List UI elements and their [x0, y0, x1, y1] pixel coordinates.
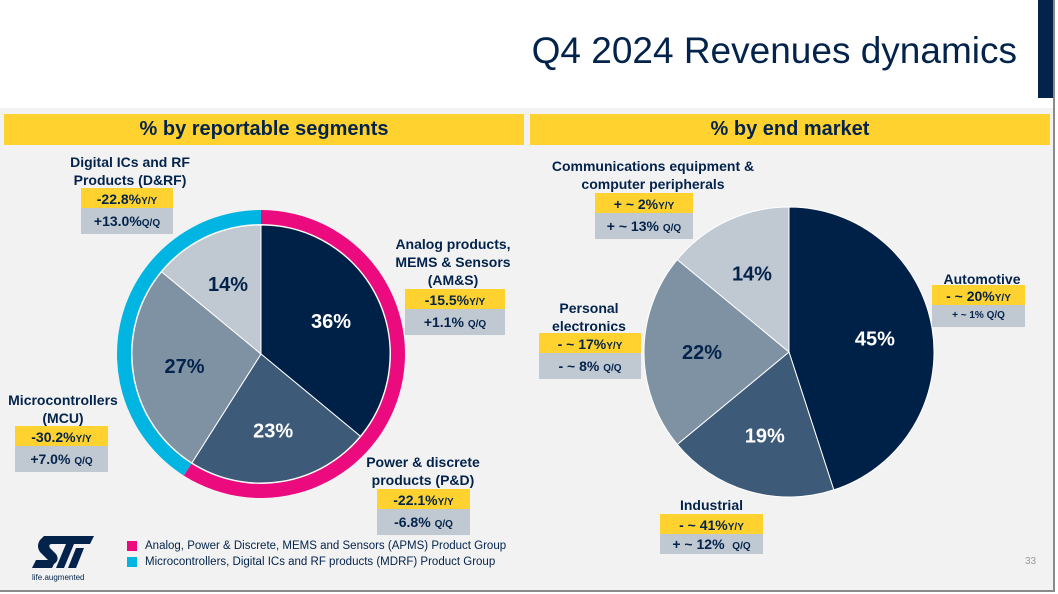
pie-slice-3	[676, 206, 790, 354]
slice-value-label: 45%	[855, 328, 895, 350]
page-number: 33	[1025, 556, 1037, 567]
qq-value: +7.0%	[30, 451, 71, 467]
pie-slice-0	[788, 206, 935, 491]
qq-value: + ~ 13%	[606, 218, 659, 234]
yy-value: - ~ 17%	[557, 336, 607, 352]
callout-mcu: -30.2%Y/Y +7.0% Q/Q	[15, 426, 108, 472]
yy-value: -15.5%	[424, 292, 470, 308]
callout-label-drf: Digital ICs and RF Products (D&RF)	[70, 154, 190, 188]
section-header-segments: % by reportable segments	[4, 114, 524, 145]
legend: Analog, Power & Discrete, MEMS and Senso…	[127, 538, 506, 570]
qq-value: -6.8%	[394, 514, 431, 530]
slide-header	[0, 0, 1053, 108]
slice-value-label: 27%	[165, 356, 205, 378]
qq-value: +13.0%	[93, 213, 142, 229]
yy-value: -22.8%	[96, 191, 142, 207]
yy-value: -30.2%	[31, 429, 76, 445]
slice-value-label: 22%	[682, 342, 722, 364]
pie-slice-1	[191, 353, 362, 484]
yy-value: - ~ 41%	[679, 517, 728, 533]
slice-value-label: 23%	[253, 420, 293, 442]
legend-item-apms: Analog, Power & Discrete, MEMS and Senso…	[127, 538, 506, 554]
callout-label-comms: Communications equipment & computer perip…	[551, 158, 755, 192]
callout-label-automotive: Automotive	[943, 271, 1021, 287]
accent-bar	[1038, 0, 1053, 98]
qq-value: + ~ 12%	[672, 536, 725, 552]
callout-label-personal-electronics: Personal electronics	[552, 300, 626, 334]
pie-slice-3	[160, 224, 262, 356]
qq-value: - ~ 8%	[558, 358, 600, 374]
slice-value-label: 36%	[311, 311, 351, 333]
qq-value: +1.1%	[423, 314, 464, 330]
callout-personal-electronics: - ~ 17%Y/Y - ~ 8% Q/Q	[539, 333, 641, 379]
callout-pd: -22.1%Y/Y -6.8% Q/Q	[377, 489, 470, 535]
slice-value-label: 14%	[732, 263, 772, 285]
page-title: Q4 2024 Revenues dynamics	[531, 30, 1017, 71]
yy-value: + ~ 2%	[613, 196, 659, 212]
slice-value-label: 14%	[208, 274, 248, 296]
callout-ams: -15.5%Y/Y +1.1% Q/Q	[405, 289, 505, 335]
pie-slice-2	[131, 271, 262, 464]
pie-slice-2	[643, 258, 790, 446]
callout-industrial: - ~ 41%Y/Y + ~ 12% Q/Q	[660, 514, 763, 554]
legend-swatch-cyan	[127, 557, 137, 567]
callout-label-industrial: Industrial	[679, 497, 743, 513]
outer-ring-segment-1	[117, 210, 261, 476]
callout-label-pd: Power & discrete products (P&D)	[366, 454, 480, 488]
callout-label-ams: Analog products, MEMS & Sensors (AM&S)	[395, 236, 511, 288]
callout-label-mcu: Microcontrollers (MCU)	[8, 392, 118, 426]
yy-value: - ~ 20%	[946, 288, 995, 304]
end-market-pie: 45% 19% 22% 14%	[643, 206, 935, 498]
pie-slice-1	[676, 351, 835, 498]
tagline: life.augmented	[32, 573, 85, 582]
slice-value-label: 19%	[745, 426, 785, 448]
callout-drf: -22.8%Y/Y +13.0%Q/Q	[81, 188, 173, 234]
st-logo-icon	[32, 536, 94, 568]
pie-slice-0	[260, 224, 391, 437]
legend-swatch-magenta	[127, 541, 137, 551]
callout-comms: + ~ 2%Y/Y + ~ 13% Q/Q	[595, 193, 693, 239]
segments-pie: 36% 23% 27% 14%	[117, 210, 406, 498]
yy-value: -22.1%	[393, 492, 438, 508]
callout-automotive: - ~ 20%Y/Y + ~ 1% Q/Q	[932, 285, 1025, 327]
qq-value: + ~ 1%	[952, 310, 984, 321]
section-header-end-market: % by end market	[530, 114, 1050, 145]
legend-item-mdrf: Microcontrollers, Digital ICs and RF pro…	[127, 554, 506, 570]
